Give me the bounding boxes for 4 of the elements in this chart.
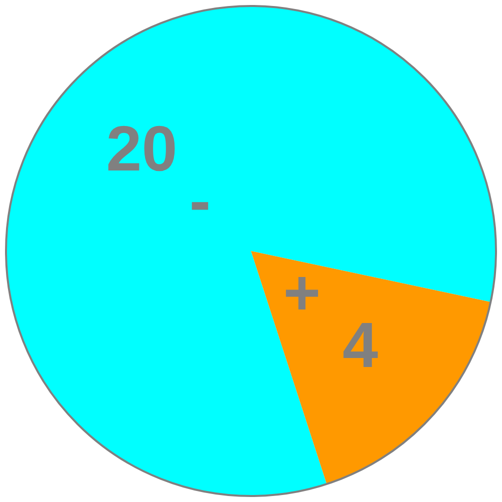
slice-label: - bbox=[189, 164, 211, 237]
slice-label: + bbox=[283, 256, 321, 329]
data-label: 4 bbox=[342, 309, 378, 382]
data-label: 20 bbox=[106, 112, 178, 184]
